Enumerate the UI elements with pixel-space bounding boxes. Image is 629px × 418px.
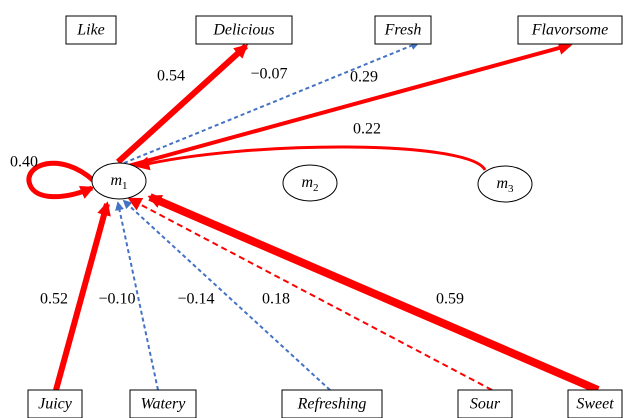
edge-label: 0.52: [40, 291, 68, 308]
latent-label: m1: [110, 172, 127, 192]
edge-label: 0.40: [10, 154, 38, 171]
edge-delicious: [115, 43, 249, 165]
bottom-node-box: [27, 389, 83, 418]
edge-label: 0.29: [350, 69, 378, 86]
bottom-node-label: Sweet: [576, 396, 614, 413]
self-loop: [26, 160, 96, 200]
top-node-box: [65, 15, 117, 45]
edge-refreshing: [122, 199, 331, 391]
bottom-node-box: [281, 389, 383, 418]
bottom-node-box: [129, 389, 197, 418]
edge-label: −0.07: [250, 66, 287, 83]
latent-subscript: 1: [122, 180, 128, 192]
top-node-label: Fresh: [384, 22, 422, 39]
bottom-node-box: [457, 389, 513, 418]
nodes: Like Delicious Fresh Flavorsome Juicy Watery R…: [10, 15, 623, 418]
latent-symbol: m: [496, 175, 508, 192]
bottom-node-label: Sour: [470, 396, 501, 413]
latent-node: [477, 165, 533, 203]
top-node-label: Delicious: [212, 22, 274, 39]
edge-fresh: [123, 41, 420, 164]
edge-label: 0.18: [262, 291, 290, 308]
latent-subscript: 2: [313, 182, 319, 194]
edge-flavorsome: [127, 41, 573, 168]
edge-label: 0.59: [436, 291, 464, 308]
edge-sour: [127, 197, 493, 391]
edge-label: 0.22: [353, 121, 381, 138]
edge-sweet: [147, 193, 600, 394]
bottom-node-label: Refreshing: [297, 396, 367, 413]
latent-symbol: m: [301, 174, 313, 191]
top-node-box: [374, 15, 432, 45]
edge-m3-m1: [135, 145, 487, 171]
top-node-box: [517, 15, 623, 45]
bottom-node-box: [567, 389, 623, 418]
edge-label: −0.14: [177, 291, 214, 308]
latent-label: m3: [496, 175, 514, 195]
edges: [26, 41, 600, 394]
edge-label: −0.10: [98, 291, 135, 308]
bottom-node-label: Juicy: [38, 396, 73, 413]
top-node-box: [195, 15, 293, 45]
latent-label: m2: [301, 174, 318, 194]
latent-node: [282, 164, 338, 202]
top-node-label: Flavorsome: [531, 22, 608, 39]
top-node-label: Like: [76, 22, 105, 39]
latent-node: [91, 162, 147, 200]
latent-symbol: m: [110, 172, 122, 189]
bottom-node-label: Watery: [141, 396, 187, 413]
edge-watery: [115, 201, 159, 391]
edge-juicy: [53, 201, 111, 391]
latent-subscript: 3: [508, 183, 514, 195]
edge-label: 0.54: [157, 68, 185, 85]
